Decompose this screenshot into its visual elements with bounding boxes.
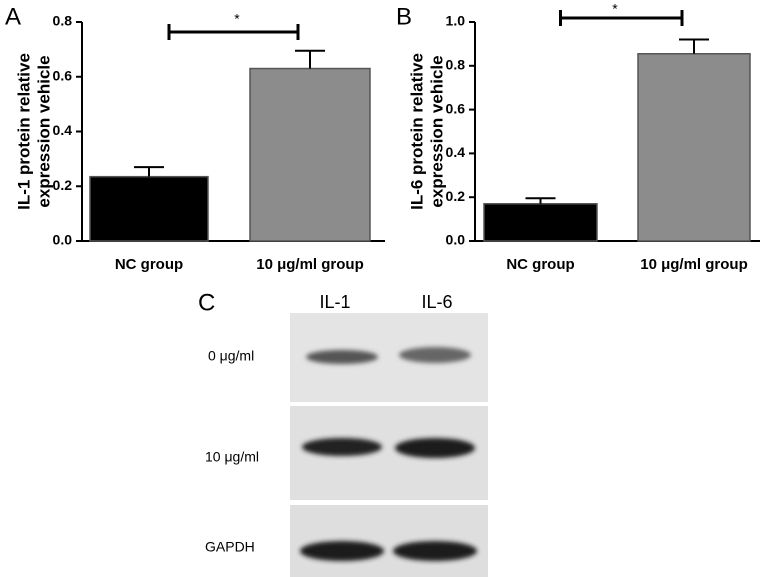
y-tick-label: 0.8	[53, 13, 73, 29]
y-tick-label: 0.2	[53, 177, 73, 193]
y-tick-label: 0.0	[53, 232, 73, 248]
y-axis-label: IL-6 protein relative	[407, 53, 426, 210]
blot-row: 0 μg/ml	[208, 348, 254, 364]
y-tick-label: 0.4	[53, 122, 73, 138]
band	[393, 541, 477, 561]
x-tick-label: 10 μg/ml group	[256, 256, 364, 273]
y-tick-label: 0.2	[446, 188, 466, 204]
bar	[637, 53, 751, 242]
blot-strip	[290, 505, 488, 577]
significance-bracket	[167, 24, 300, 40]
bar	[89, 175, 209, 242]
bar	[483, 203, 598, 242]
blot-row: GAPDH	[205, 539, 255, 555]
significance-label: *	[234, 11, 240, 27]
blot-column: IL-6	[421, 292, 452, 312]
panel-letter: A	[5, 3, 21, 30]
y-axis-label: expression vehicle	[427, 55, 446, 207]
band	[306, 350, 378, 364]
y-tick-label: 0.6	[53, 67, 73, 83]
panel-letter: C	[198, 289, 215, 316]
significance-label: *	[612, 1, 618, 17]
y-tick-label: 0.0	[446, 232, 466, 248]
y-tick-label: 0.6	[446, 100, 466, 116]
x-tick-label: 10 μg/ml group	[640, 256, 748, 273]
bar	[249, 67, 371, 242]
y-axis-label: IL-1 protein relative	[14, 53, 33, 210]
blot-column: IL-1	[319, 292, 350, 312]
band	[300, 541, 384, 561]
y-tick-label: 1.0	[446, 13, 466, 29]
x-tick-label: NC group	[506, 256, 574, 273]
y-tick-label: 0.4	[446, 144, 466, 160]
y-tick-label: 0.8	[446, 57, 466, 73]
error-bar	[295, 49, 325, 69]
error-bar	[134, 166, 164, 177]
significance-bracket	[559, 10, 684, 26]
band	[395, 438, 475, 458]
band	[399, 347, 471, 363]
blot-row: 10 μg/ml	[205, 449, 259, 465]
blot-bands	[300, 347, 477, 561]
panel-letter: B	[396, 3, 412, 30]
x-tick-label: NC group	[115, 256, 183, 273]
band	[302, 438, 382, 456]
error-bar	[525, 197, 556, 204]
error-bar	[679, 38, 709, 54]
y-axis-label: expression vehicle	[34, 55, 53, 207]
